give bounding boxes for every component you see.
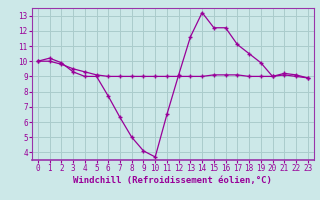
X-axis label: Windchill (Refroidissement éolien,°C): Windchill (Refroidissement éolien,°C) <box>73 176 272 185</box>
